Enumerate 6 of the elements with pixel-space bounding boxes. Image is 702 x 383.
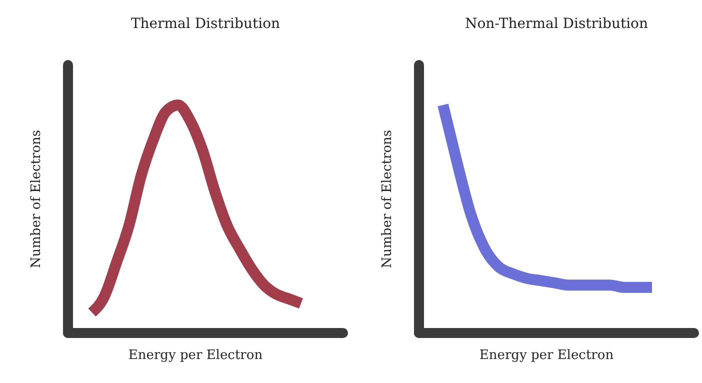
y-axis-title: Number of Electrons [29, 130, 44, 268]
chart-title: Non-Thermal Distribution [464, 16, 648, 32]
x-axis-title: Energy per Electron [479, 348, 614, 363]
x-axis-title: Energy per Electron [128, 348, 264, 363]
chart-title: Thermal Distribution [130, 16, 280, 32]
y-axis-title: Number of Electrons [380, 130, 395, 268]
